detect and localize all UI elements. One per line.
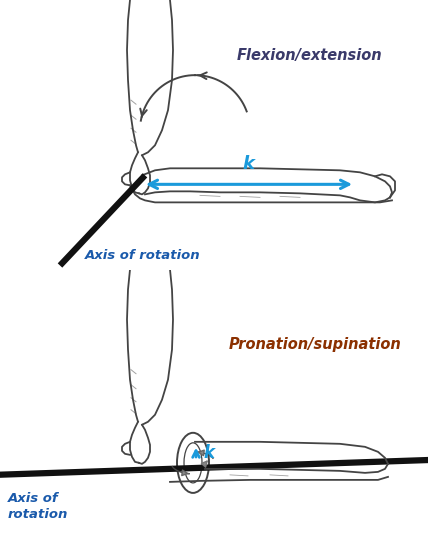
Text: Axis of
rotation: Axis of rotation: [8, 492, 68, 521]
Text: Flexion/extension: Flexion/extension: [237, 47, 383, 63]
Text: k: k: [242, 155, 254, 174]
Text: Axis of rotation: Axis of rotation: [85, 249, 201, 262]
Text: k: k: [203, 444, 214, 462]
Text: Pronation/supination: Pronation/supination: [229, 337, 401, 352]
